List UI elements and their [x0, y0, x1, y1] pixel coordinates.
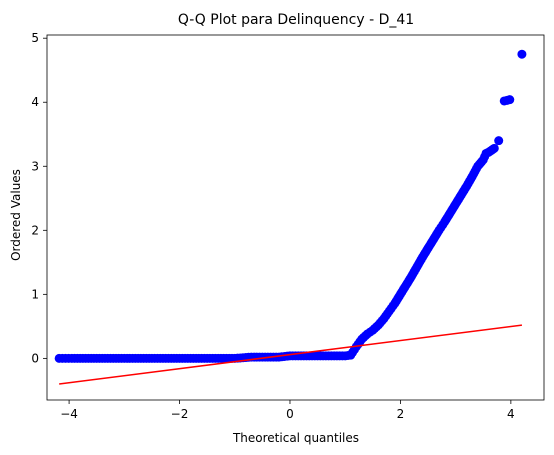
x-tick-label: −2 — [171, 407, 189, 421]
x-axis-label: Theoretical quantiles — [232, 431, 359, 445]
y-tick-label: 3 — [31, 159, 39, 173]
y-axis-label: Ordered Values — [9, 169, 23, 261]
qq-point — [517, 49, 527, 59]
plot-area — [54, 49, 527, 385]
plot-marks — [54, 49, 527, 385]
y-tick-label: 4 — [31, 95, 39, 109]
x-tick-label: 2 — [397, 407, 405, 421]
qq-point — [489, 143, 499, 153]
qq-point — [494, 136, 504, 146]
x-tick-label: 0 — [286, 407, 294, 421]
fit-line — [59, 324, 523, 385]
y-tick-label: 0 — [31, 351, 39, 365]
chart-title: Q-Q Plot para Delinquency - D_41 — [178, 12, 414, 28]
qq-point — [505, 95, 515, 105]
y-tick-label: 2 — [31, 223, 39, 237]
x-tick-label: 4 — [507, 407, 515, 421]
y-tick-label: 1 — [31, 287, 39, 301]
axes: −4 −2 0 2 4 0 1 2 3 4 5 — [31, 31, 545, 421]
x-tick-label: −4 — [60, 407, 78, 421]
plot-frame — [46, 34, 545, 401]
y-tick-label: 5 — [31, 31, 39, 45]
